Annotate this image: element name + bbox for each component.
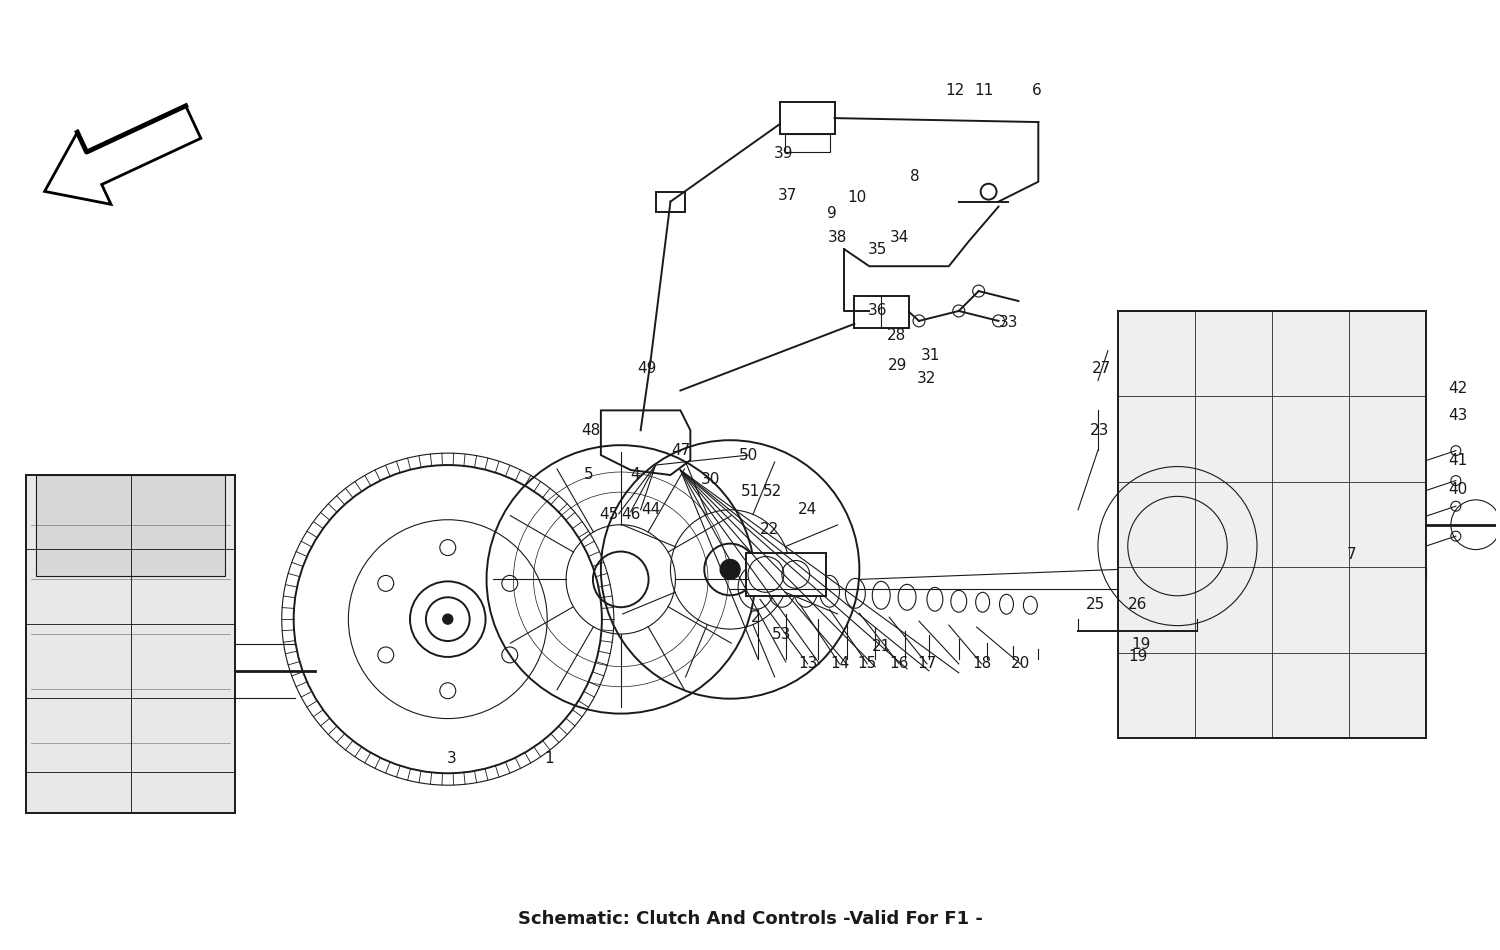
Text: 31: 31 bbox=[921, 349, 940, 363]
Text: 29: 29 bbox=[888, 358, 908, 373]
Text: 21: 21 bbox=[871, 639, 891, 655]
Text: 34: 34 bbox=[890, 230, 909, 245]
Text: 14: 14 bbox=[830, 656, 849, 672]
Text: 24: 24 bbox=[798, 503, 818, 518]
Bar bbox=[746, 553, 825, 597]
Text: 43: 43 bbox=[1448, 408, 1467, 423]
Text: 27: 27 bbox=[1092, 361, 1112, 376]
Text: 10: 10 bbox=[847, 190, 867, 205]
Text: 30: 30 bbox=[700, 472, 720, 487]
Text: 51: 51 bbox=[741, 484, 759, 500]
Text: 33: 33 bbox=[999, 315, 1018, 331]
Text: 1: 1 bbox=[544, 750, 554, 766]
Circle shape bbox=[442, 615, 453, 624]
Text: 39: 39 bbox=[774, 146, 794, 162]
Text: 49: 49 bbox=[638, 361, 657, 376]
Text: 17: 17 bbox=[918, 656, 936, 672]
Text: 48: 48 bbox=[582, 423, 600, 438]
Text: 20: 20 bbox=[1011, 656, 1031, 672]
Text: 41: 41 bbox=[1448, 452, 1467, 467]
Bar bbox=[780, 103, 834, 134]
Text: 44: 44 bbox=[640, 503, 660, 518]
Bar bbox=[27, 475, 236, 813]
Text: 28: 28 bbox=[886, 329, 906, 343]
Text: 19: 19 bbox=[1131, 636, 1150, 652]
Text: 5: 5 bbox=[584, 467, 594, 483]
Text: 6: 6 bbox=[1032, 83, 1041, 98]
Text: 16: 16 bbox=[890, 656, 909, 672]
Text: 50: 50 bbox=[738, 447, 758, 463]
Text: 37: 37 bbox=[778, 188, 798, 203]
Bar bbox=[855, 296, 909, 328]
Text: 9: 9 bbox=[827, 206, 837, 221]
Text: 13: 13 bbox=[798, 656, 818, 672]
Text: 40: 40 bbox=[1448, 483, 1467, 498]
Text: 46: 46 bbox=[621, 507, 640, 522]
Bar bbox=[656, 192, 686, 212]
Text: 7: 7 bbox=[1347, 547, 1356, 562]
Text: 8: 8 bbox=[910, 169, 920, 184]
Text: 12: 12 bbox=[945, 83, 964, 98]
Text: 18: 18 bbox=[972, 656, 992, 672]
Text: 23: 23 bbox=[1090, 423, 1110, 438]
Text: 53: 53 bbox=[772, 627, 792, 641]
Text: 3: 3 bbox=[447, 750, 456, 766]
Text: 52: 52 bbox=[764, 484, 783, 500]
Circle shape bbox=[720, 560, 740, 580]
Text: 42: 42 bbox=[1448, 381, 1467, 396]
Text: 32: 32 bbox=[918, 371, 936, 386]
Bar bbox=[1118, 311, 1426, 738]
Text: 19: 19 bbox=[1128, 649, 1148, 664]
Bar bbox=[784, 134, 830, 152]
Text: 11: 11 bbox=[974, 83, 993, 98]
Text: 35: 35 bbox=[867, 242, 886, 256]
Text: 38: 38 bbox=[828, 230, 848, 245]
Text: 25: 25 bbox=[1086, 597, 1106, 612]
Text: 36: 36 bbox=[867, 303, 886, 318]
Bar bbox=[36, 475, 225, 577]
Text: Schematic: Clutch And Controls -Valid For F1 -: Schematic: Clutch And Controls -Valid Fo… bbox=[518, 910, 982, 928]
Text: 15: 15 bbox=[858, 656, 877, 672]
Text: 47: 47 bbox=[670, 443, 690, 458]
Text: 4: 4 bbox=[630, 467, 639, 483]
Text: 26: 26 bbox=[1128, 597, 1148, 612]
Text: 22: 22 bbox=[760, 522, 780, 537]
Text: 2: 2 bbox=[752, 610, 760, 625]
Text: 45: 45 bbox=[598, 507, 618, 522]
